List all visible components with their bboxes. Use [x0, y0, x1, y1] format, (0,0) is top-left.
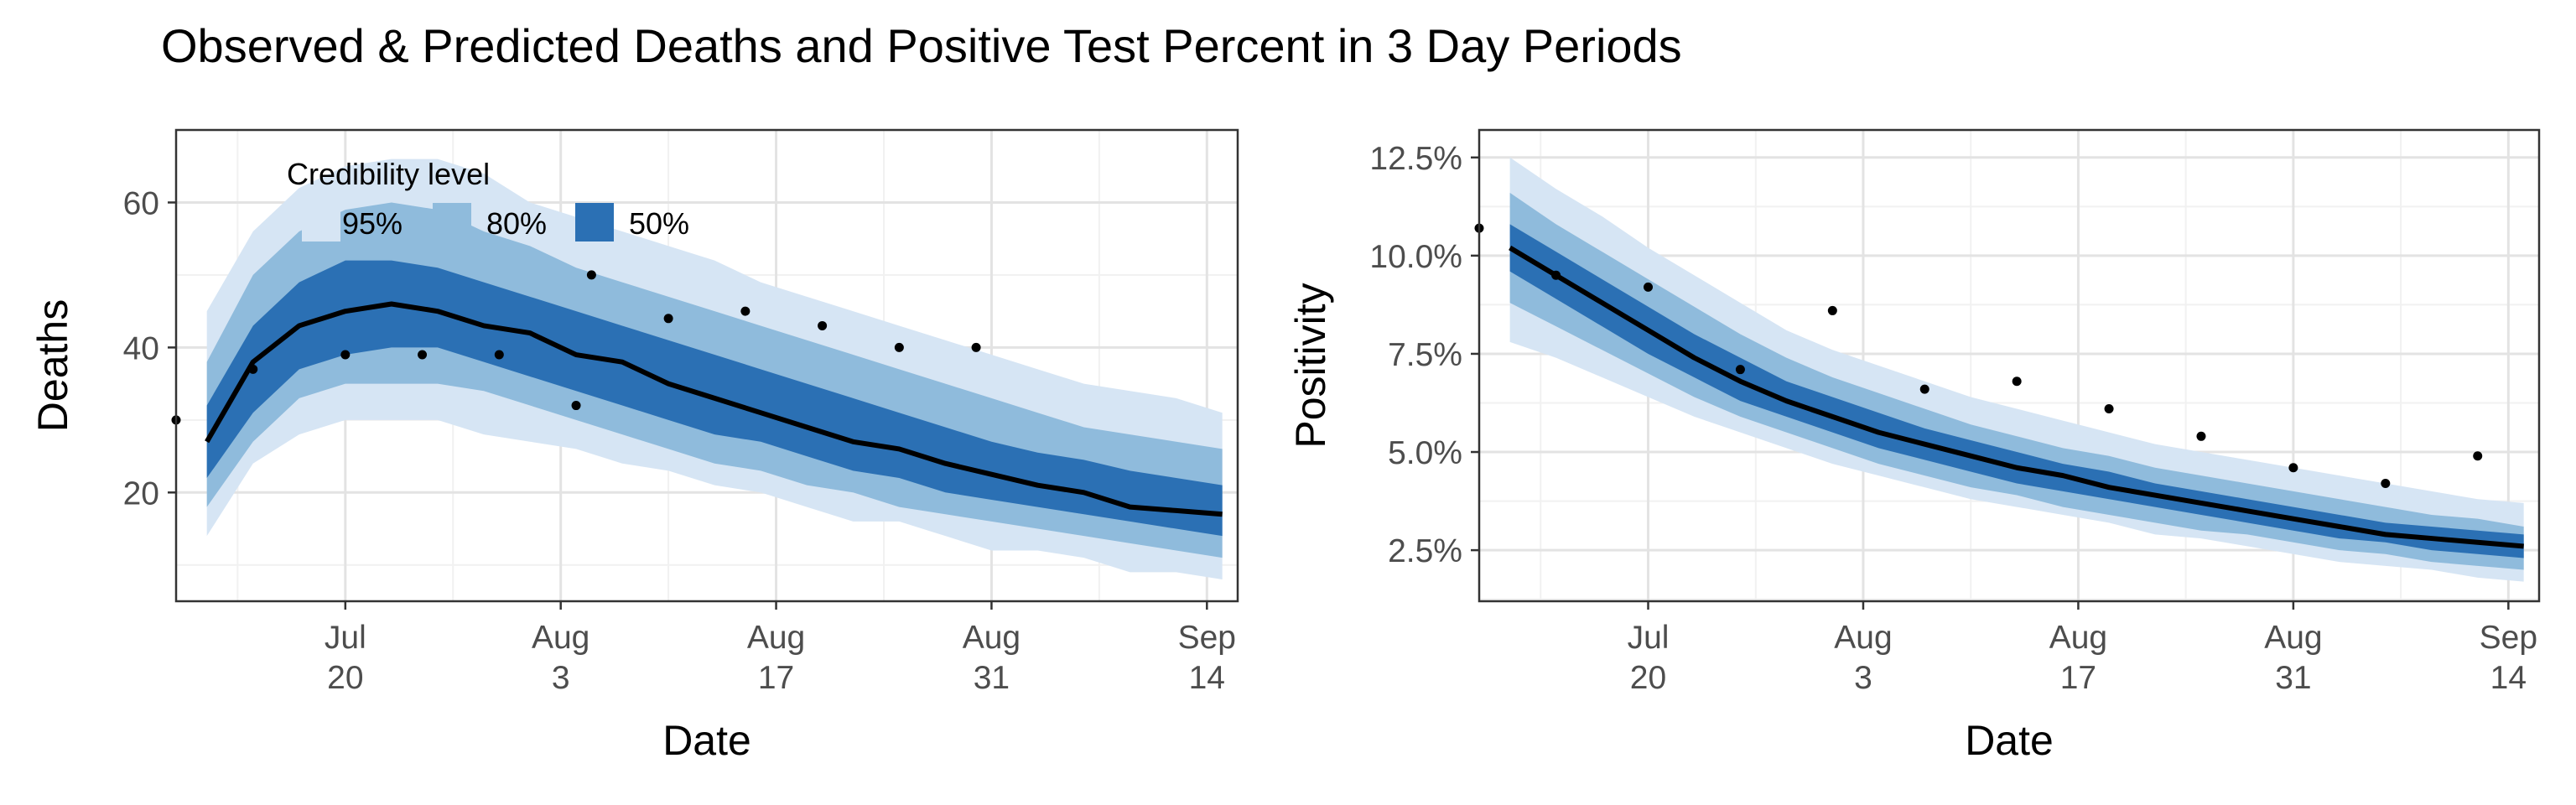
positivity-y-tick-label: 12.5% [1369, 141, 1462, 177]
positivity-observed-point [1551, 270, 1561, 280]
deaths-x-axis-title: Date [662, 717, 751, 764]
deaths-observed-point [971, 342, 981, 352]
positivity-x-tick-month: Aug [2264, 620, 2322, 656]
deaths-x-tick-day: 14 [1189, 660, 1225, 696]
deaths-observed-point [248, 364, 258, 374]
deaths-observed-point [418, 350, 428, 360]
positivity-observed-point [1827, 305, 1837, 315]
positivity-y-tick-label: 5.0% [1388, 435, 1462, 471]
deaths-x-tick-month: Aug [747, 620, 805, 656]
deaths-observed-point [818, 320, 828, 330]
positivity-x-axis-title: Date [1965, 717, 2054, 764]
positivity-observed-point [2012, 377, 2022, 387]
deaths-panel-border [174, 128, 1239, 603]
deaths-observed-point [494, 350, 504, 360]
deaths-median-line [205, 301, 1223, 517]
positivity-observed-point [1919, 384, 1929, 394]
positivity-x-tick-day: 20 [1630, 660, 1666, 696]
deaths-y-axis-title: Deaths [29, 299, 76, 432]
positivity-x-tick-month: Jul [1628, 620, 1670, 656]
positivity-x-tick-day: 14 [2490, 660, 2527, 696]
legend-swatch-80 [433, 203, 471, 242]
positivity-y-tick-label: 10.0% [1369, 239, 1462, 275]
legend-swatch-95 [302, 203, 340, 242]
credibility-legend: Credibility level 95% 80% 50% [287, 157, 689, 242]
legend-title: Credibility level [287, 157, 490, 191]
legend-label: 95% [342, 206, 402, 241]
positivity-observed-point [2104, 404, 2114, 414]
positivity-x-tick-month: Aug [1834, 620, 1892, 656]
legend-label: 80% [486, 206, 547, 241]
positivity-y-axis-title: Positivity [1287, 283, 1334, 448]
deaths-y-tick-label: 20 [123, 475, 159, 512]
positivity-observed-point [2288, 463, 2298, 473]
deaths-observed-point [894, 342, 904, 352]
positivity-y-tick-label: 7.5% [1388, 337, 1462, 373]
positivity-band-95 [1509, 157, 2524, 582]
positivity-median-line [1509, 245, 2524, 549]
figure-title: Observed & Predicted Deaths and Positive… [161, 19, 1682, 72]
deaths-observed-point [571, 401, 581, 411]
deaths-x-tick-month: Aug [963, 620, 1021, 656]
positivity-panel-border [1478, 128, 2541, 603]
positivity-x-tick-day: 31 [2275, 660, 2311, 696]
deaths-panel: 20 40 60 Jul 20 Aug 3 Aug 17 Aug 31 Sep 14 Date Deaths… [29, 128, 1239, 764]
deaths-x-tick-month: Aug [532, 620, 589, 656]
positivity-observed-point [1735, 365, 1745, 375]
positivity-panel: 2.5% 5.0% 7.5% 10.0% 12.5% Jul 20 Aug 3 Aug 17 Aug 3… [1287, 128, 2541, 764]
deaths-x-tick-day: 31 [974, 660, 1010, 696]
legend-label: 50% [629, 206, 689, 241]
positivity-x-tick-day: 17 [2060, 660, 2096, 696]
positivity-x-tick-day: 3 [1854, 660, 1872, 696]
positivity-x-tick-month: Aug [2049, 620, 2107, 656]
positivity-y-tick-label: 2.5% [1388, 533, 1462, 569]
deaths-observed-point [586, 270, 596, 280]
deaths-y-tick-label: 40 [123, 330, 159, 366]
deaths-observed-point [663, 314, 673, 324]
deaths-x-tick-day: 20 [327, 660, 363, 696]
deaths-x-tick-day: 3 [552, 660, 570, 696]
legend-swatch-50 [575, 203, 614, 242]
deaths-observed-point [740, 306, 750, 316]
positivity-observed-point [2473, 451, 2483, 461]
positivity-observed-point [1644, 282, 1654, 292]
deaths-y-tick-label: 60 [123, 185, 159, 221]
positivity-x-tick-month: Sep [2480, 620, 2537, 656]
positivity-observed-point [2196, 431, 2206, 441]
positivity-observed-point [2381, 479, 2391, 488]
deaths-x-tick-day: 17 [758, 660, 794, 696]
deaths-x-tick-month: Jul [325, 620, 366, 656]
deaths-x-tick-month: Sep [1178, 620, 1236, 656]
deaths-observed-point [340, 350, 351, 360]
